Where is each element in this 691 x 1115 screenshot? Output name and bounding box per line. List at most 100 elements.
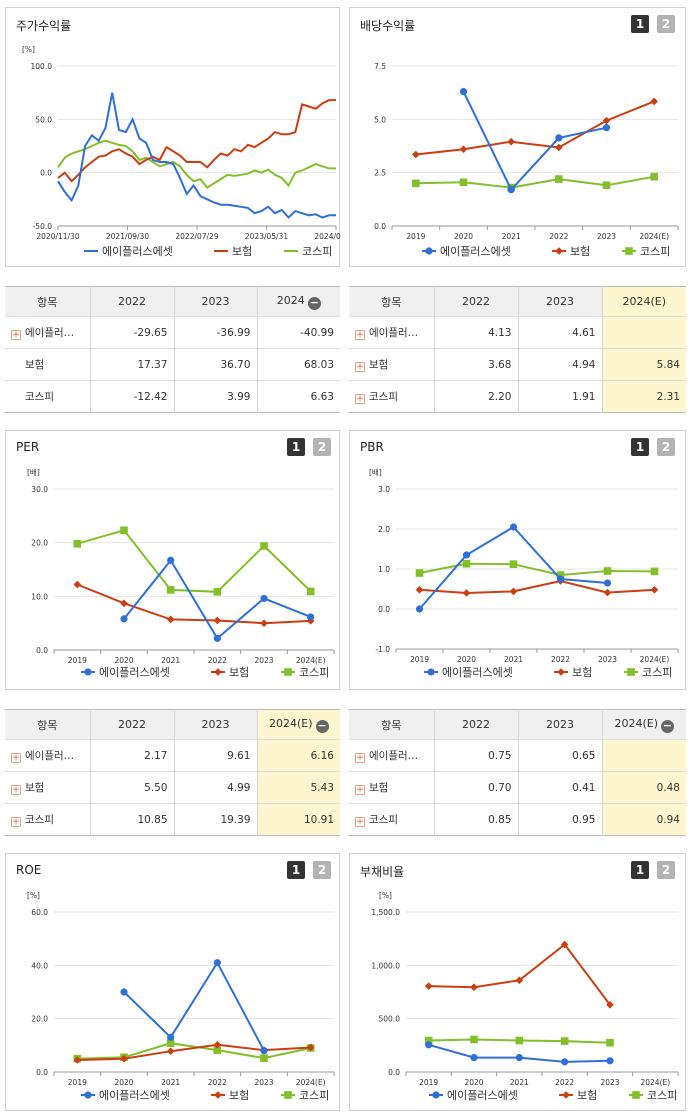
collapse-icon[interactable]: −: [661, 718, 675, 733]
row-label[interactable]: + 보험: [349, 771, 434, 804]
row-label[interactable]: + 코스피: [349, 803, 434, 836]
y-tick-label: 2.0: [378, 525, 390, 534]
expand-icon[interactable]: +: [11, 817, 21, 827]
expand-icon[interactable]: +: [355, 785, 365, 795]
y-tick-label: 100.0: [31, 62, 53, 71]
table-cell: 0.95: [517, 803, 602, 836]
header-2023: 2023: [517, 286, 602, 317]
table-cell: 17.37: [89, 348, 174, 381]
x-tick-label: 2019: [68, 656, 87, 665]
view-1-button[interactable]: 1: [631, 15, 649, 33]
y-tick-label: 1.0: [378, 565, 390, 574]
table-row: + 보험 3.68 4.94 5.84: [349, 348, 686, 381]
row-label[interactable]: + 에이플러…: [349, 739, 434, 772]
expand-icon[interactable]: +: [355, 817, 365, 827]
expand-icon[interactable]: +: [355, 753, 365, 763]
legend-label: 코스피: [302, 245, 332, 258]
data-point: [412, 150, 420, 159]
x-tick-label: 2022: [551, 655, 570, 664]
collapse-icon[interactable]: −: [307, 295, 321, 310]
legend-label: 에이플러스에셋: [440, 245, 511, 258]
data-point: [120, 599, 128, 608]
row-label-text: 코스피: [369, 814, 398, 826]
row-label[interactable]: + 에이플러…: [5, 316, 90, 349]
data-point: [306, 587, 315, 596]
header-item: 항목: [5, 709, 90, 740]
table-row: + 에이플러… -29.65 -36.99 -40.99: [5, 316, 340, 349]
view-2-button[interactable]: 2: [657, 861, 675, 879]
expand-icon[interactable]: +: [355, 330, 365, 340]
y-tick-label: 0.0: [36, 1068, 48, 1077]
table-cell: -36.99: [173, 316, 257, 349]
row-label-text: 보험: [369, 782, 389, 794]
data-point: [166, 615, 175, 624]
data-point: [214, 1091, 222, 1099]
view-1-button[interactable]: 1: [287, 861, 305, 879]
view-2-button[interactable]: 2: [313, 861, 331, 879]
data-point: [213, 1041, 222, 1049]
expand-icon[interactable]: +: [355, 394, 365, 404]
table-row: 코스피 -12.42 3.99 6.63: [5, 380, 340, 413]
data-point: [73, 580, 82, 589]
legend-label: 보험: [577, 1089, 597, 1102]
data-point: [515, 976, 524, 985]
view-2-button[interactable]: 2: [657, 438, 675, 456]
y-tick-label: 7.5: [374, 62, 386, 71]
roe-panel: ROE 1 2 [%] 60.0 40.0 20.0 0.0 2019 2020 2021 20…: [5, 853, 340, 1111]
data-point: [632, 1091, 640, 1099]
panel-title: 부채비율: [360, 865, 405, 879]
data-point: [470, 983, 478, 991]
pbr-panel: PBR 1 2 [배] 3.0 2.0 1.0 0.0 -1.0 2019 2020 2021 2…: [349, 430, 686, 690]
legend-label: 코스피: [642, 666, 672, 679]
y-tick-label: 1,500.0: [371, 908, 400, 917]
legend-label: 보험: [570, 245, 590, 258]
collapse-icon[interactable]: −: [315, 718, 329, 733]
view-1-button[interactable]: 1: [631, 861, 649, 879]
data-point: [166, 586, 175, 594]
y-tick-label: 40.0: [31, 961, 48, 970]
expand-icon[interactable]: +: [355, 362, 365, 372]
data-point: [462, 551, 471, 559]
legend-label: 보험: [229, 666, 249, 679]
data-point: [603, 579, 612, 587]
legend-label: 보험: [572, 666, 592, 679]
stock-return-table: 항목 2022 2023 2024− + 에이플러… -29.65 -36.99 -40…: [5, 286, 340, 413]
y-tick-label: 3.0: [378, 485, 390, 494]
table-cell: [601, 739, 686, 772]
row-label[interactable]: + 보험: [349, 348, 434, 381]
expand-icon[interactable]: +: [11, 753, 21, 763]
row-label-text: 에이플러…: [25, 750, 75, 762]
row-label[interactable]: + 코스피: [349, 380, 434, 413]
row-label[interactable]: + 코스피: [5, 803, 90, 836]
view-1-button[interactable]: 1: [631, 438, 649, 456]
table-cell: 2.17: [89, 739, 174, 772]
legend-label: 에이플러스에셋: [99, 666, 170, 679]
data-point: [603, 588, 612, 597]
row-label-text: 코스피: [25, 814, 54, 826]
table-cell: 0.48: [601, 771, 686, 804]
axis-unit: [배]: [27, 468, 40, 477]
data-point: [462, 589, 471, 597]
data-point: [602, 181, 611, 190]
view-1-button[interactable]: 1: [287, 438, 305, 456]
row-label[interactable]: + 에이플러…: [349, 316, 434, 349]
data-point: [73, 1056, 82, 1064]
data-point: [555, 175, 563, 183]
data-point: [424, 1036, 433, 1045]
pbr-table: 항목 2022 2023 2024(E) − + 에이플러… 0.75 0.65 + 보험 0…: [349, 709, 686, 836]
row-label[interactable]: + 에이플러…: [5, 739, 90, 772]
data-point: [509, 560, 518, 568]
view-2-button[interactable]: 2: [313, 438, 331, 456]
data-point: [120, 988, 128, 996]
expand-icon[interactable]: +: [11, 330, 21, 340]
row-label[interactable]: + 보험: [5, 771, 90, 804]
data-point: [120, 1054, 128, 1063]
series-line: [415, 175, 655, 189]
x-tick-label: 2021: [502, 232, 521, 241]
view-2-button[interactable]: 2: [657, 15, 675, 33]
expand-icon[interactable]: +: [11, 785, 21, 795]
x-tick-label: 2020/11/30: [36, 232, 79, 241]
header-2023: 2023: [173, 709, 257, 740]
y-tick-label: 30.0: [31, 485, 48, 494]
per-chart: [배] 30.0 20.0 10.0 0.0 2019 2020 2021 2022 2023 20…: [27, 468, 335, 679]
